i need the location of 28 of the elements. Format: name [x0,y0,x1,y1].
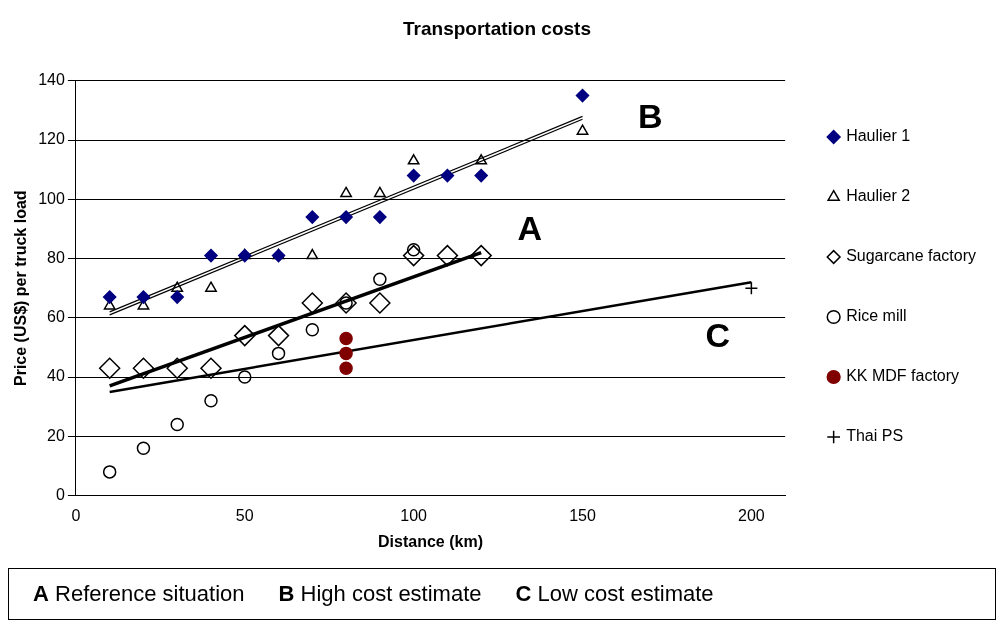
chart-title: Transportation costs [403,17,591,39]
legend-label: Haulier 1 [846,127,911,145]
x-tick-label: 0 [71,506,81,524]
y-tick-label: 60 [47,308,65,326]
y-tick-label: 100 [38,189,65,207]
y-tick-label: 140 [38,71,65,89]
legend-label: Sugarcane factory [846,247,977,265]
legend-label: KK MDF factory [846,367,960,385]
x-tick-label: 100 [400,506,428,524]
y-tick-label: 20 [47,426,65,444]
x-tick-label: 50 [235,506,254,524]
y-tick-label: 120 [38,130,65,148]
legend-label: Haulier 2 [846,187,911,205]
text: C Low cost estimate [515,581,714,606]
annotation: B [638,96,663,135]
y-axis-title: Price (US$) per truck load [12,190,30,387]
y-tick-label: 80 [47,248,65,266]
annotation: A [517,208,543,247]
legend-label: Thai PS [846,427,904,445]
legend-label: Rice mill [846,307,907,325]
text: A Reference situation [33,581,245,606]
y-tick-label: 0 [55,486,65,504]
text: B High cost estimate [278,581,482,606]
x-tick-label: 200 [738,506,765,524]
x-tick-label: 150 [569,506,596,524]
x-axis-title: Distance (km) [378,532,483,550]
y-tick-label: 40 [47,367,65,385]
annotation: C [705,316,731,355]
